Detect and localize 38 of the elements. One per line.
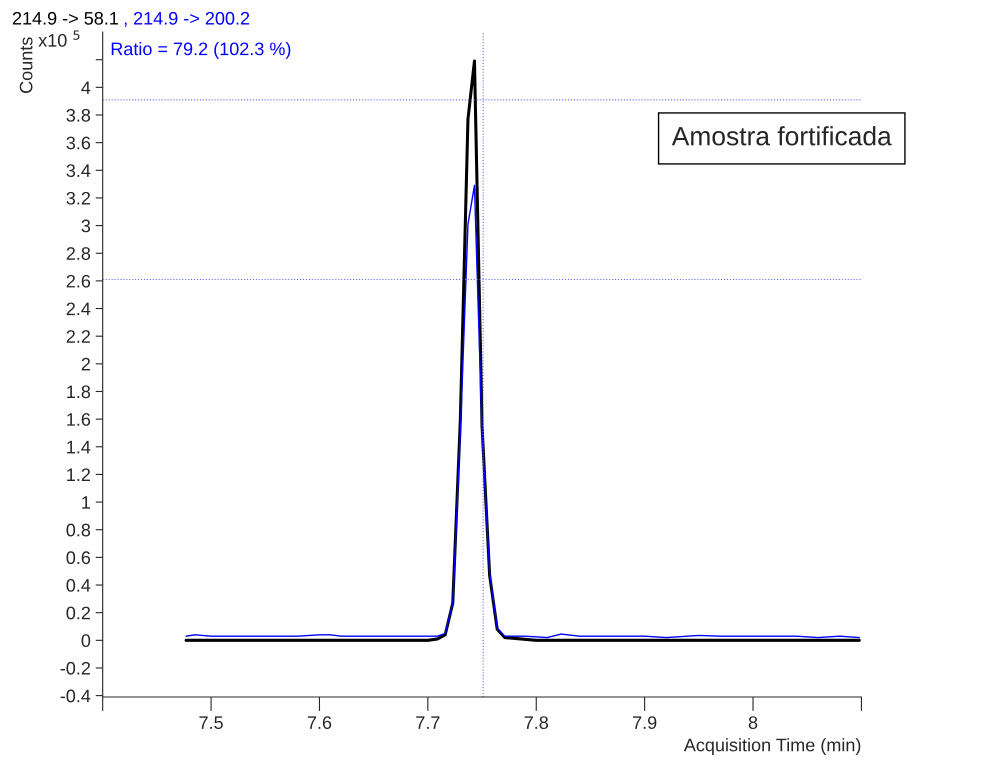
y-tick-label: 0.4 [66, 578, 90, 592]
y-tick-label: 1.8 [67, 385, 90, 398]
y-axis-title: Counts [20, 37, 32, 93]
y-tick-label: 0.8 [66, 524, 90, 536]
y-tick-label: 2.4 [66, 302, 90, 316]
y-tick-label: 2.6 [66, 274, 90, 288]
y-tick-label: 3.8 [66, 108, 90, 122]
y-tick-label: 3.4 [66, 164, 90, 178]
text: , [124, 22, 127, 27]
x-tick-label: 7.9 [633, 716, 656, 730]
y-tick-label: 3.6 [66, 136, 90, 150]
y-tick-label: 1 [82, 496, 90, 509]
annotation: Amostra fortificada [672, 126, 892, 146]
text: x10 $^{5}$ [38, 30, 80, 47]
y-tick-label: 0 [82, 634, 90, 648]
y-tick-label: 0.2 [66, 606, 90, 620]
y-tick-label: 1.6 [67, 413, 90, 426]
y-tick-label: 3.2 [66, 192, 90, 205]
y-tick-label: 1.4 [67, 440, 90, 454]
annotation: Ratio = 79.2 (102.3 %) [112, 42, 290, 59]
text: 214.9 -> 200.2 [134, 12, 250, 25]
y-tick-label: -0.4 [60, 690, 90, 702]
y-tick-label: 3 [82, 220, 90, 232]
x-tick-label: 7.5 [199, 716, 223, 730]
x-tick-label: 7.6 [308, 716, 332, 730]
y-tick-label: 0.6 [66, 551, 90, 564]
y-tick-label: 4 [81, 81, 90, 94]
y-tick-label: 2 [82, 358, 90, 370]
y-tick-label: 2.2 [66, 330, 90, 343]
y-tick-label: -0.2 [60, 662, 90, 675]
line-series [185, 184, 860, 638]
text: 214.9 -> 58.1 [12, 12, 118, 25]
y-tick-label: 1.2 [67, 468, 90, 481]
x-tick-label: 7.8 [524, 716, 548, 730]
y-tick-label: 2.8 [66, 247, 90, 260]
x-tick-label: 8 [748, 716, 758, 730]
x-axis-title: Acquisition Time (min) [684, 738, 860, 755]
x-tick-label: 7.7 [416, 716, 440, 729]
